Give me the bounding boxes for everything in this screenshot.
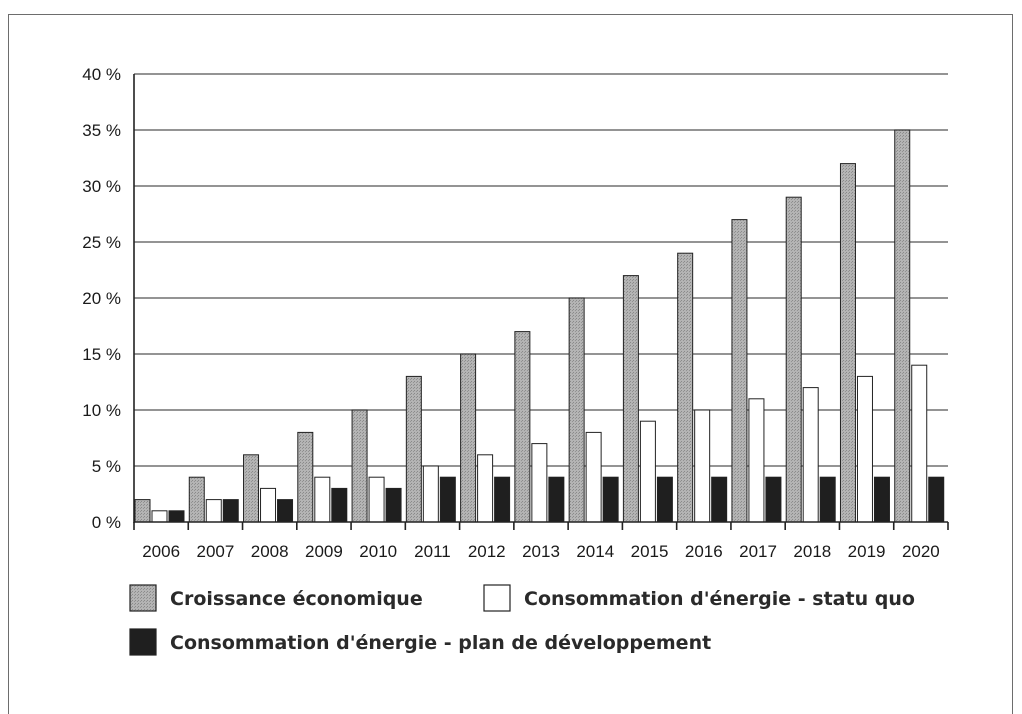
bar-2009-series-1 — [297, 431, 314, 523]
bar-2007-series-3 — [222, 499, 239, 523]
legend-label-series-3: Consommation d'énergie - plan de dévelop… — [170, 632, 711, 654]
bar-2006-series-3 — [168, 510, 185, 523]
x-tick-label: 2020 — [902, 542, 940, 561]
gridlines — [134, 73, 948, 467]
bar-2019-series-2 — [856, 375, 873, 523]
y-tick-label: 20 % — [82, 289, 121, 308]
x-tick-label: 2012 — [468, 542, 506, 561]
x-tick-label: 2019 — [848, 542, 886, 561]
bar-2017-series-3 — [765, 476, 782, 523]
bar-2007-series-2 — [205, 499, 222, 523]
axes — [133, 74, 949, 530]
x-tick-label: 2008 — [251, 542, 289, 561]
bar-2011-series-2 — [422, 465, 439, 523]
bar-2019-series-1 — [839, 163, 856, 523]
x-tick-label: 2010 — [359, 542, 397, 561]
bar-2017-series-2 — [748, 398, 765, 523]
bar-2006-series-2 — [151, 510, 168, 523]
bar-2020-series-2 — [911, 364, 928, 523]
legend-label-series-1: Croissance économique — [170, 588, 423, 610]
legend: Croissance économique Consommation d'éner… — [129, 584, 915, 656]
bar-2011-series-3 — [439, 476, 456, 523]
x-tick-label: 2013 — [522, 542, 560, 561]
bar-2006-series-1 — [134, 499, 151, 523]
legend-swatch-series-2 — [483, 584, 511, 612]
y-axis-tick-labels: 0 % 5 % 10 % 15 % 20 % 25 % 30 % 35 % 40 % — [82, 65, 121, 532]
legend-label-series-2: Consommation d'énergie - statu quo — [524, 588, 915, 610]
bar-2015-series-1 — [622, 275, 639, 523]
bar-2018-series-1 — [785, 196, 802, 523]
x-tick-label: 2007 — [196, 542, 234, 561]
bar-2008-series-1 — [243, 454, 260, 523]
bar-2017-series-1 — [731, 219, 748, 523]
bar-2009-series-2 — [314, 476, 331, 523]
x-tick-label: 2018 — [793, 542, 831, 561]
bar-2018-series-3 — [819, 476, 836, 523]
bar-2018-series-2 — [802, 387, 819, 523]
y-tick-label: 40 % — [82, 65, 121, 84]
bar-chart: 0 %5 %10 %15 %20 %25 %30 %35 %40 % 2006 2… — [82, 65, 949, 656]
bar-2009-series-3 — [331, 487, 348, 523]
bar-2013-series-3 — [548, 476, 565, 523]
y-tick-label: 30 % — [82, 177, 121, 196]
bar-2010-series-1 — [351, 409, 368, 523]
bars — [134, 129, 945, 523]
y-tick-label: 15 % — [82, 345, 121, 364]
bar-2013-series-1 — [514, 331, 531, 523]
y-tick-label: 10 % — [82, 401, 121, 420]
y-tick-label: 5 % — [92, 457, 121, 476]
x-tick-label: 2009 — [305, 542, 343, 561]
bar-2016-series-3 — [711, 476, 728, 523]
x-tick-label: 2006 — [142, 542, 180, 561]
bar-2020-series-3 — [928, 476, 945, 523]
x-tick-label: 2014 — [576, 542, 614, 561]
bar-2012-series-2 — [477, 454, 494, 523]
bar-2020-series-1 — [894, 129, 911, 523]
bar-2008-series-2 — [260, 487, 277, 523]
bar-2012-series-1 — [460, 353, 477, 523]
bar-2013-series-2 — [531, 443, 548, 523]
bar-2010-series-2 — [368, 476, 385, 523]
x-tick-label: 2015 — [631, 542, 669, 561]
x-tick-label: 2016 — [685, 542, 723, 561]
bar-2012-series-3 — [494, 476, 511, 523]
chart-frame — [8, 14, 1013, 714]
legend-swatch-series-1 — [129, 584, 157, 612]
bar-2014-series-3 — [602, 476, 619, 523]
bar-2011-series-1 — [405, 375, 422, 523]
x-tick-label: 2017 — [739, 542, 777, 561]
bar-2019-series-3 — [873, 476, 890, 523]
bar-2014-series-2 — [585, 431, 602, 523]
x-tick-label: 2011 — [414, 542, 451, 561]
bar-2016-series-1 — [677, 252, 694, 523]
bar-2016-series-2 — [694, 409, 711, 523]
y-tick-label: 0 % — [92, 513, 121, 532]
y-tick-label: 35 % — [82, 121, 121, 140]
x-axis-tick-labels: 2006 2007 2008 2009 2010 2011 2012 2013 2014 2015… — [142, 542, 940, 561]
bar-2010-series-3 — [385, 487, 402, 523]
bar-2015-series-2 — [639, 420, 656, 523]
bar-2015-series-3 — [656, 476, 673, 523]
bar-2014-series-1 — [568, 297, 585, 523]
legend-swatch-series-3 — [129, 628, 157, 656]
y-tick-label: 25 % — [82, 233, 121, 252]
bar-2007-series-1 — [188, 476, 205, 523]
bar-2008-series-3 — [277, 499, 294, 523]
